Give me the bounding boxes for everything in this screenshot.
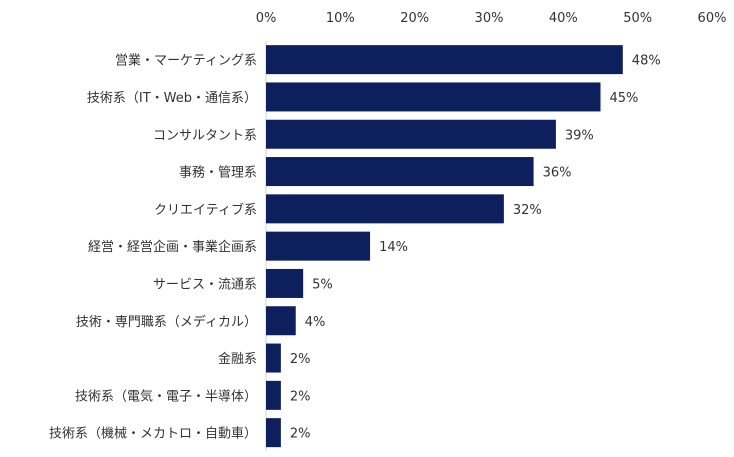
category-label: 技術系（電気・電子・半導体） <box>75 388 257 404</box>
category-label: 営業・マーケティング系 <box>115 53 257 69</box>
bar <box>266 45 623 75</box>
x-axis-tick-labels: 0% 10% 20% 30% 40% 50% 60% <box>256 11 727 26</box>
x-tick-label: 0% <box>256 11 277 26</box>
value-label: 39% <box>565 128 594 143</box>
value-label: 32% <box>513 203 542 218</box>
bar <box>266 119 556 149</box>
value-label: 5% <box>312 277 333 292</box>
bar <box>266 194 504 224</box>
bar <box>266 157 534 187</box>
bars <box>266 45 623 448</box>
value-label: 2% <box>290 352 311 367</box>
value-label: 14% <box>379 240 408 255</box>
category-label: 金融系 <box>218 351 257 367</box>
value-labels: 48% 45% 39% 36% 32% 14% 5% 4% 2% 2% 2% <box>290 54 661 442</box>
category-label: クリエイティブ系 <box>154 202 257 218</box>
x-tick-label: 60% <box>698 11 727 26</box>
value-label: 4% <box>305 315 326 330</box>
value-label: 2% <box>290 389 311 404</box>
value-label: 36% <box>543 166 572 181</box>
category-label: 技術・専門職系（メディカル） <box>76 314 257 330</box>
bar <box>266 82 601 112</box>
bar <box>266 306 296 336</box>
bar <box>266 231 371 261</box>
bar <box>266 418 281 448</box>
value-label: 2% <box>290 427 311 442</box>
bar <box>266 380 281 410</box>
bar <box>266 268 304 298</box>
x-tick-label: 20% <box>400 11 429 26</box>
x-tick-label: 40% <box>549 11 578 26</box>
category-label: コンサルタント系 <box>153 128 257 143</box>
x-tick-label: 50% <box>623 11 652 26</box>
x-tick-label: 10% <box>326 11 355 26</box>
category-label: サービス・流通系 <box>153 277 257 292</box>
x-tick-label: 30% <box>475 11 504 26</box>
category-label: 技術系（IT・Web・通信系） <box>87 91 257 106</box>
value-label: 48% <box>632 54 661 69</box>
category-label: 経営・経営企画・事業企画系 <box>88 239 257 255</box>
category-label: 技術系（機械・メカトロ・自動車） <box>49 427 257 442</box>
bar <box>266 343 281 373</box>
value-label: 45% <box>610 91 639 106</box>
category-label: 事務・管理系 <box>179 166 257 181</box>
